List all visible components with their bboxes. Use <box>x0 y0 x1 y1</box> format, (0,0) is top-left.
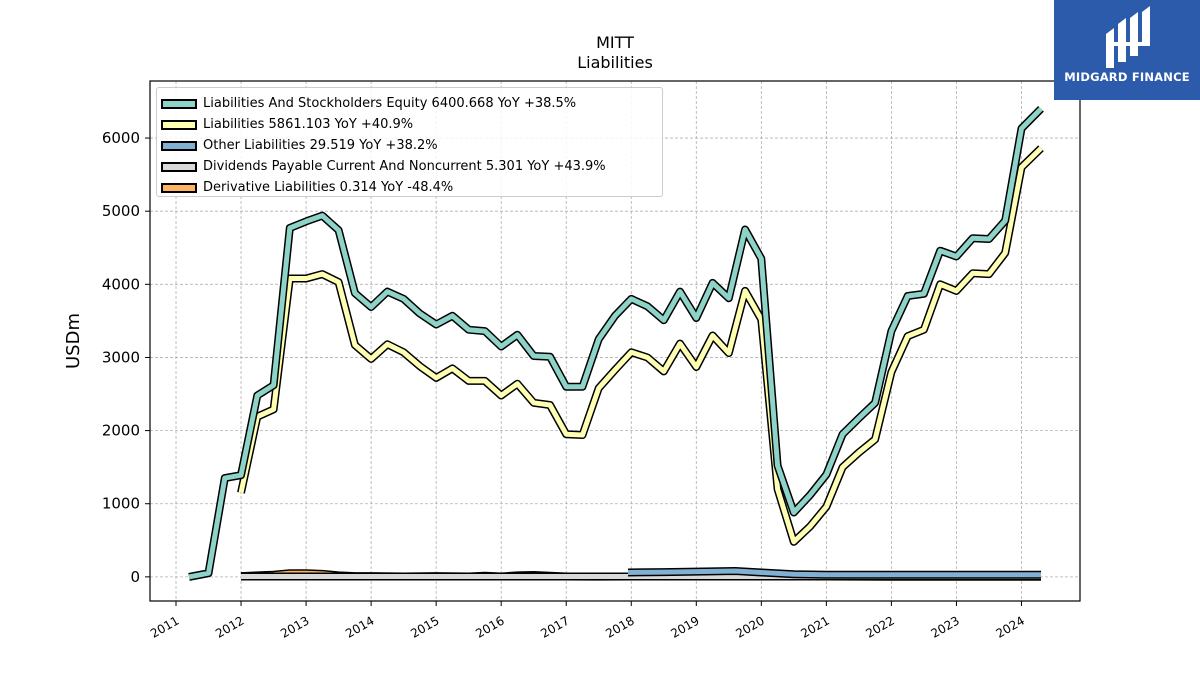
x-tick-label: 2017 <box>538 613 571 640</box>
legend: Liabilities And Stockholders Equity 6400… <box>156 87 663 197</box>
chart-subtitle: Liabilities <box>577 53 653 72</box>
legend-label: Derivative Liabilities 0.314 YoY -48.4% <box>203 180 454 195</box>
plot-frame <box>149 80 1081 602</box>
brand-mark-icon <box>1106 6 1150 68</box>
series-line-liabilities <box>238 146 1043 545</box>
legend-swatch <box>161 140 197 151</box>
series-outline-liabilities <box>237 145 1044 546</box>
legend-item-other: Other Liabilities 29.519 YoY +38.2% <box>161 135 662 156</box>
chart-title: MITT <box>596 33 634 52</box>
x-tick-label: 2020 <box>733 613 766 640</box>
legend-label: Other Liabilities 29.519 YoY +38.2% <box>203 138 438 153</box>
x-tick-label: 2024 <box>994 613 1027 640</box>
legend-label: Liabilities And Stockholders Equity 6400… <box>203 96 577 111</box>
y-tick-label: 1000 <box>102 495 140 513</box>
legend-item-equity: Liabilities And Stockholders Equity 6400… <box>161 93 662 114</box>
x-tick-label: 2018 <box>603 613 636 640</box>
legend-label: Liabilities 5861.103 YoY +40.9% <box>203 117 414 132</box>
series-line-liabilities-and-stockholders-equity <box>188 107 1043 580</box>
x-tick-label: 2011 <box>148 613 181 640</box>
legend-swatch <box>161 119 197 130</box>
x-tick-label: 2013 <box>278 613 311 640</box>
y-tick-label: 6000 <box>102 129 140 147</box>
x-tick-label: 2019 <box>668 613 701 640</box>
brand-name: MIDGARD FINANCE <box>1064 70 1190 84</box>
x-tick-label: 2021 <box>798 613 831 640</box>
x-tick-label: 2012 <box>213 613 246 640</box>
y-axis-label: USDm <box>63 313 84 369</box>
x-tick-label: 2022 <box>863 613 896 640</box>
y-tick-label: 5000 <box>102 202 140 220</box>
legend-item-dividends: Dividends Payable Current And Noncurrent… <box>161 156 662 177</box>
series-layer <box>188 105 1044 581</box>
x-ticks: 2011 2012 2013 2014 2015 2016 2017 2018 2019 2020… <box>148 601 1027 641</box>
y-tick-label: 2000 <box>102 422 140 440</box>
x-tick-label: 2016 <box>473 613 506 640</box>
x-tick-label: 2023 <box>928 613 961 640</box>
legend-swatch <box>161 161 197 172</box>
legend-swatch <box>161 182 197 193</box>
y-ticks: 0 1000 2000 3000 4000 5000 6000 <box>102 129 150 586</box>
y-tick-label: 4000 <box>102 275 140 293</box>
legend-item-liabilities: Liabilities 5861.103 YoY +40.9% <box>161 114 662 135</box>
legend-swatch <box>161 98 197 109</box>
y-tick-label: 3000 <box>102 348 140 366</box>
legend-label: Dividends Payable Current And Noncurrent… <box>203 159 606 174</box>
x-tick-label: 2014 <box>343 613 376 640</box>
y-tick-label: 0 <box>130 568 140 586</box>
legend-item-derivative: Derivative Liabilities 0.314 YoY -48.4% <box>161 177 662 198</box>
series-line-other-liabilities <box>627 568 1041 578</box>
x-tick-label: 2015 <box>408 613 441 640</box>
brand-logo: MIDGARD FINANCE <box>1054 0 1200 100</box>
